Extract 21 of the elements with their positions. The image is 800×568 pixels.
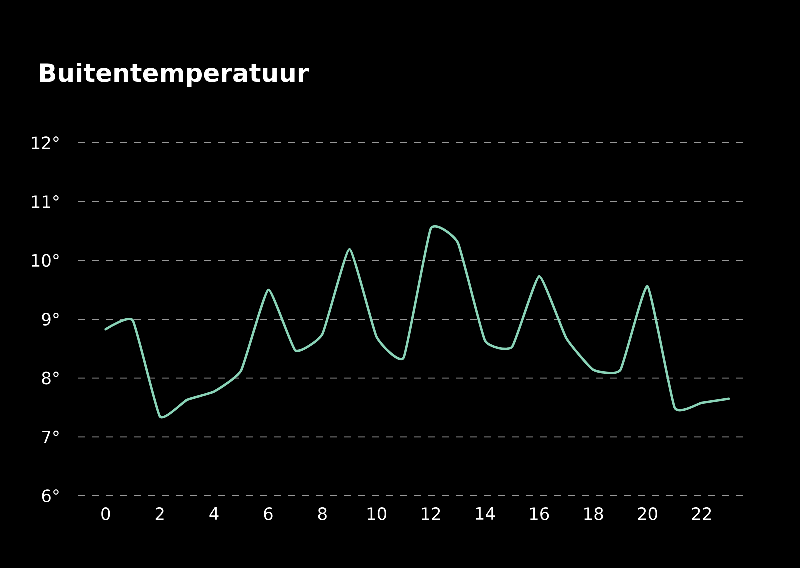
x-tick-label: 20 xyxy=(638,508,658,520)
x-tick-label: 2 xyxy=(156,508,164,520)
x-tick-label: 4 xyxy=(210,508,219,520)
x-tick-label: 12 xyxy=(422,508,440,520)
x-tick-label: 22 xyxy=(692,508,712,520)
y-tick-label: 10° xyxy=(32,254,59,268)
x-tick-label: 0 xyxy=(102,508,110,520)
y-tick-label: 12° xyxy=(32,136,59,150)
y-tick-label: 7° xyxy=(42,430,59,444)
x-tick-label: 16 xyxy=(530,508,550,520)
y-tick-label: 8° xyxy=(42,372,59,385)
x-tick-label: 14 xyxy=(476,508,496,520)
y-tick-label: 9° xyxy=(42,313,59,326)
x-tick-label: 8 xyxy=(318,508,327,520)
line-series xyxy=(104,226,730,418)
x-tick-label: 18 xyxy=(584,508,604,520)
x-tick-label: 10 xyxy=(368,508,387,520)
y-tick-label: 6° xyxy=(42,490,59,502)
chart-title: Buitentemperatuur xyxy=(40,63,310,88)
x-tick-label: 6 xyxy=(264,508,273,520)
y-tick-label: 11° xyxy=(32,196,59,208)
